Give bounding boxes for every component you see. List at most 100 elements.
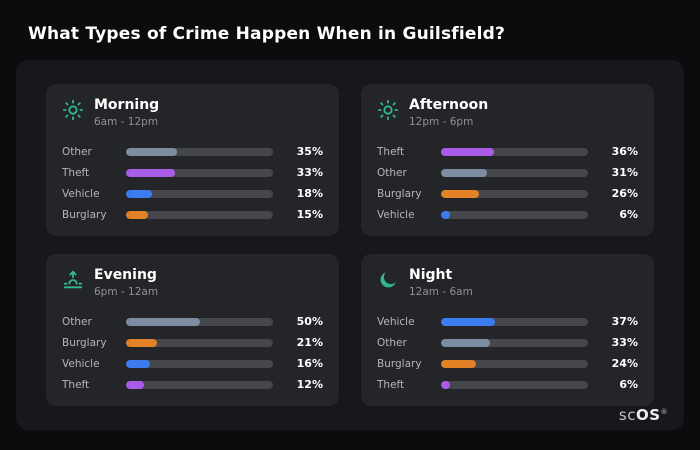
percent-value: 26%	[611, 187, 638, 201]
card-subtitle: 6am - 12pm	[94, 115, 159, 128]
card-header: Morning 6am - 12pm	[62, 97, 323, 128]
bar-row: Other 35%	[62, 142, 323, 162]
sun-icon	[377, 99, 399, 121]
category-label: Other	[62, 315, 92, 328]
percent-value: 15%	[296, 208, 323, 222]
bar-fill	[441, 338, 490, 347]
bar-track	[441, 168, 588, 177]
bar-track	[441, 210, 588, 219]
bar-row: Other 50%	[62, 312, 323, 332]
bar-fill	[126, 380, 144, 389]
bar-fill	[126, 189, 153, 198]
bar-fill	[126, 168, 175, 177]
bar-track	[441, 338, 588, 347]
category-label: Vehicle	[377, 315, 415, 328]
time-period-card: Evening 6pm - 12am Other 50% Burglary 21% Ve…	[46, 254, 339, 406]
category-label: Vehicle	[62, 357, 100, 370]
bar-track	[126, 189, 273, 198]
brand-prefix: sc	[618, 406, 636, 424]
bar-row: Other 31%	[377, 163, 638, 183]
category-label: Theft	[62, 378, 90, 391]
category-label: Vehicle	[377, 208, 415, 221]
card-subtitle: 12pm - 6pm	[409, 115, 474, 128]
bar-row: Theft 6%	[377, 375, 638, 395]
category-label: Other	[377, 336, 407, 349]
category-label: Other	[62, 145, 92, 158]
bar-track	[126, 168, 273, 177]
percent-value: 35%	[296, 145, 323, 159]
bar-track	[441, 317, 588, 326]
category-label: Vehicle	[62, 187, 100, 200]
bar-row: Vehicle 16%	[62, 354, 323, 374]
bar-row: Burglary 15%	[62, 205, 323, 225]
moon-icon	[377, 269, 399, 291]
card-header: Night 12am - 6am	[377, 267, 638, 298]
percent-value: 36%	[611, 145, 638, 159]
bar-fill	[441, 147, 494, 156]
sunset-icon	[62, 269, 84, 291]
bar-row: Vehicle 6%	[377, 205, 638, 225]
percent-value: 31%	[611, 166, 638, 180]
bar-row: Vehicle 37%	[377, 312, 638, 332]
card-title: Morning	[94, 97, 160, 113]
time-period-card: Afternoon 12pm - 6pm Theft 36% Other 31% Bur…	[361, 84, 654, 236]
bar-row: Burglary 24%	[377, 354, 638, 374]
bar-track	[126, 317, 273, 326]
card-subtitle: 12am - 6am	[409, 285, 473, 298]
bar-fill	[126, 338, 157, 347]
percent-value: 21%	[296, 336, 323, 350]
percent-value: 50%	[296, 315, 323, 329]
category-label: Theft	[62, 166, 90, 179]
card-title: Evening	[94, 267, 157, 283]
percent-value: 37%	[611, 315, 638, 329]
page-title: What Types of Crime Happen When in Guils…	[28, 24, 506, 44]
card-title: Night	[409, 267, 453, 283]
bar-row: Vehicle 18%	[62, 184, 323, 204]
bar-rows: Vehicle 37% Other 33% Burglary 24% Theft 6%	[377, 306, 638, 395]
bar-row: Burglary 26%	[377, 184, 638, 204]
bar-track	[126, 147, 273, 156]
card-heading: Night 12am - 6am	[409, 267, 473, 298]
category-label: Burglary	[62, 336, 107, 349]
bar-track	[126, 210, 273, 219]
bar-row: Theft 36%	[377, 142, 638, 162]
bar-fill	[126, 317, 200, 326]
card-header: Afternoon 12pm - 6pm	[377, 97, 638, 128]
bar-fill	[126, 147, 178, 156]
category-label: Other	[377, 166, 407, 179]
bar-rows: Theft 36% Other 31% Burglary 26% Vehicle 6%	[377, 136, 638, 225]
percent-value: 6%	[619, 378, 638, 392]
sun-icon	[62, 99, 84, 121]
bar-rows: Other 35% Theft 33% Vehicle 18% Burglary 15%	[62, 136, 323, 225]
bar-track	[441, 380, 588, 389]
bar-fill	[126, 210, 149, 219]
category-label: Theft	[377, 145, 405, 158]
card-header: Evening 6pm - 12am	[62, 267, 323, 298]
bar-fill	[441, 359, 477, 368]
bar-track	[441, 189, 588, 198]
category-label: Burglary	[377, 187, 422, 200]
brand-suffix: OS	[635, 406, 661, 424]
card-heading: Afternoon 12pm - 6pm	[409, 97, 488, 128]
bar-fill	[441, 317, 496, 326]
bar-track	[126, 380, 273, 389]
charts-panel: Morning 6am - 12pm Other 35% Theft 33% Vehic…	[16, 60, 684, 430]
percent-value: 16%	[296, 357, 323, 371]
percent-value: 12%	[296, 378, 323, 392]
registered-mark: ®	[660, 408, 668, 416]
percent-value: 33%	[611, 336, 638, 350]
percent-value: 18%	[296, 187, 323, 201]
bar-row: Burglary 21%	[62, 333, 323, 353]
bar-fill	[441, 189, 480, 198]
percent-value: 33%	[296, 166, 323, 180]
bar-track	[441, 359, 588, 368]
category-label: Burglary	[377, 357, 422, 370]
bar-row: Theft 33%	[62, 163, 323, 183]
card-title: Afternoon	[409, 97, 489, 113]
time-period-card: Morning 6am - 12pm Other 35% Theft 33% Vehic…	[46, 84, 339, 236]
time-period-card: Night 12am - 6am Vehicle 37% Other 33% Burgl…	[361, 254, 654, 406]
bar-rows: Other 50% Burglary 21% Vehicle 16% Theft 12%	[62, 306, 323, 395]
card-subtitle: 6pm - 12am	[94, 285, 159, 298]
percent-value: 24%	[611, 357, 638, 371]
bar-fill	[441, 210, 450, 219]
